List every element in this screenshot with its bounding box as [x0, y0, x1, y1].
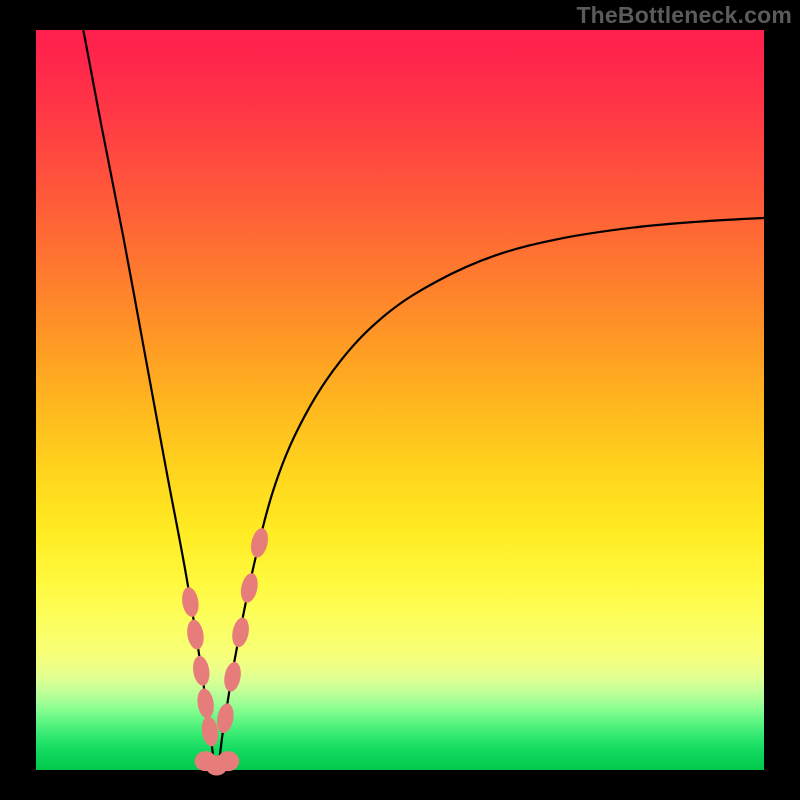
plot-background [36, 30, 764, 770]
chart-figure: TheBottleneck.com [0, 0, 800, 800]
bead-marker [217, 751, 239, 771]
chart-svg [0, 0, 800, 800]
watermark-text: TheBottleneck.com [576, 2, 792, 29]
